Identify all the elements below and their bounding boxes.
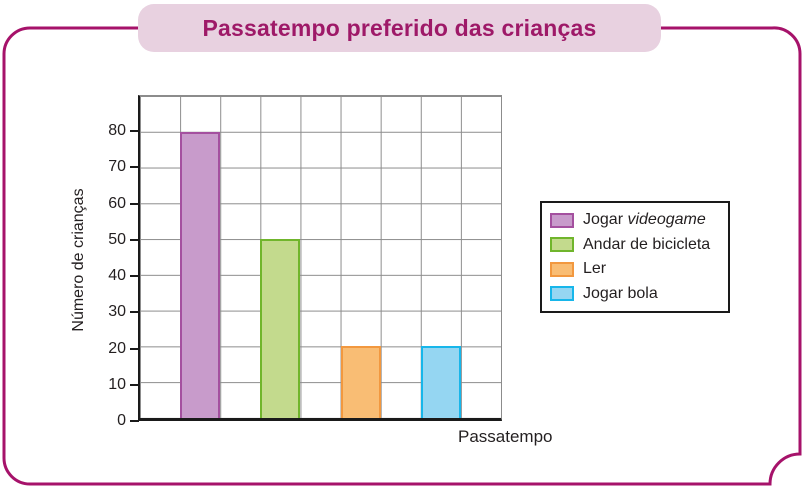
bar-jogar-bola [420,346,461,418]
legend-label: Jogar bola [583,284,658,302]
chart-title-badge: Passatempo preferido das crianças [138,4,661,52]
y-tick-label: 20 [108,339,126,357]
legend-label: Andar de bicicleta [583,235,711,253]
bar-ler [340,346,381,418]
y-tick-label: 80 [108,122,126,140]
legend-item: Ler [550,260,720,278]
y-axis-title: Número de crianças [70,188,87,332]
legend-swatch [550,286,574,302]
y-tick-label: 10 [108,375,126,393]
y-tick-label: 40 [108,267,126,285]
legend-label: Ler [583,260,607,278]
legend-swatch [550,237,574,253]
y-tick-mark [130,347,139,350]
legend-item: Jogar videogame [550,211,720,229]
legend-item: Andar de bicicleta [550,236,720,254]
y-tick-label: 70 [108,158,126,176]
y-tick-label: 30 [108,303,126,321]
bar-jogar-videogame [180,131,221,418]
y-tick-mark [130,166,139,169]
y-tick-mark [130,311,139,314]
y-tick-mark [130,420,139,422]
y-tick-mark [130,275,139,278]
legend-label: Jogar videogame [583,211,706,229]
plot-area [138,95,502,421]
y-tick-label: 60 [108,194,126,212]
y-tick-label: 0 [117,412,126,429]
y-tick-mark [130,238,139,241]
chart-legend: Jogar videogame Andar de bicicleta Ler Joga… [540,201,730,313]
x-axis-title: Passatempo [458,427,553,446]
legend-swatch [550,261,574,277]
y-tick-mark [130,383,139,386]
y-tick-mark [130,130,139,133]
chart-title: Passatempo preferido das crianças [202,14,597,41]
y-tick-mark [130,202,139,205]
legend-item: Jogar bola [550,285,720,303]
legend-swatch [550,212,574,228]
y-tick-label: 50 [108,230,126,248]
card-border-path [2,26,802,486]
bar-andar-de-bicicleta [260,239,301,418]
